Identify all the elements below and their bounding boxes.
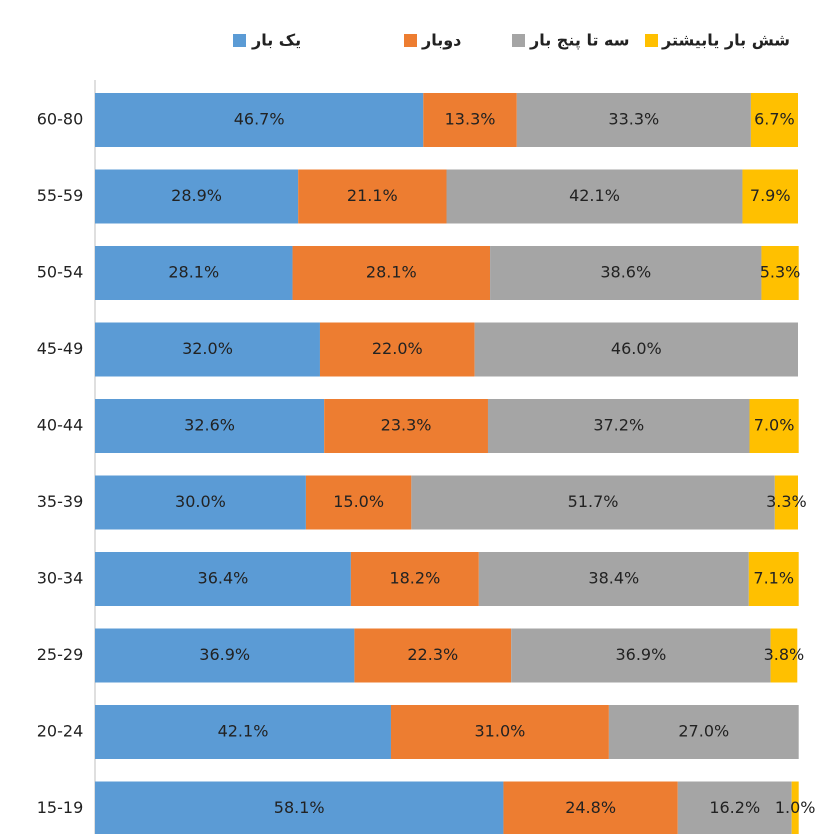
bar-segment	[95, 705, 391, 759]
y-tick-label: 15-19	[37, 798, 84, 817]
legend-swatch	[512, 34, 525, 47]
bar-segment	[95, 399, 325, 453]
data-label: 28.1%	[366, 263, 417, 282]
data-label: 31.0%	[475, 722, 526, 741]
bar-segment	[503, 781, 678, 834]
bar-segment	[95, 552, 351, 606]
y-tick-label: 50-54	[37, 263, 84, 282]
bar-segment	[298, 169, 447, 224]
y-tick-label: 60-80	[37, 110, 84, 129]
bar-segment	[354, 628, 512, 683]
data-label: 6.7%	[754, 110, 795, 129]
bar-segment	[791, 781, 799, 834]
bar-segment	[770, 628, 798, 683]
bar-segment	[490, 246, 762, 300]
bar-segment	[305, 475, 412, 530]
bar-segment	[95, 246, 293, 300]
bar-segment	[95, 169, 299, 224]
data-label: 46.7%	[234, 110, 285, 129]
data-label: 3.8%	[764, 645, 805, 664]
y-tick-label: 25-29	[37, 645, 84, 664]
data-label: 21.1%	[347, 186, 398, 205]
data-label: 51.7%	[568, 492, 619, 511]
data-label: 23.3%	[381, 416, 432, 435]
legend-label: سه تا پنج بار	[529, 31, 629, 51]
data-label: 33.3%	[608, 110, 659, 129]
bar-segment	[608, 705, 799, 759]
data-label: 36.4%	[198, 569, 249, 588]
data-label: 28.9%	[171, 186, 222, 205]
bar-segment	[478, 552, 749, 606]
legend-swatch	[233, 34, 246, 47]
data-label: 5.3%	[760, 263, 801, 282]
data-label: 37.2%	[593, 416, 644, 435]
bar-segment	[95, 93, 424, 147]
data-label: 22.0%	[372, 339, 423, 358]
data-label: 16.2%	[709, 798, 760, 817]
data-label: 13.3%	[445, 110, 496, 129]
data-label: 15.0%	[333, 492, 384, 511]
legend-label: یک بار	[251, 31, 301, 50]
legend-label: شش بار یابیشتر	[661, 31, 790, 50]
legend-swatch	[645, 34, 658, 47]
bar-segment	[319, 322, 475, 377]
data-label: 1.0%	[775, 798, 816, 817]
data-label: 32.0%	[182, 339, 233, 358]
bar-segment	[511, 628, 771, 683]
data-label: 24.8%	[565, 798, 616, 817]
bar-segment	[95, 322, 320, 377]
bar-segment	[350, 552, 479, 606]
bar-segment	[748, 552, 799, 606]
data-label: 28.1%	[168, 263, 219, 282]
bar-segment	[750, 93, 798, 147]
bar-segment	[761, 246, 799, 300]
bar-segment	[474, 322, 798, 377]
bar-segment	[446, 169, 743, 224]
data-label: 42.1%	[569, 186, 620, 205]
bar-segment	[95, 628, 355, 683]
bar-segment	[749, 399, 799, 453]
legend-swatch	[404, 34, 417, 47]
legend-label: دوبار	[421, 31, 461, 50]
bar-segment	[423, 93, 517, 147]
y-tick-label: 30-34	[37, 569, 84, 588]
bar-segment	[677, 781, 792, 834]
data-label: 22.3%	[407, 645, 458, 664]
data-label: 7.0%	[754, 416, 795, 435]
data-label: 36.9%	[615, 645, 666, 664]
bar-segment	[95, 475, 306, 530]
data-label: 30.0%	[175, 492, 226, 511]
data-label: 27.0%	[678, 722, 729, 741]
bar-segment	[774, 475, 798, 530]
data-label: 38.4%	[588, 569, 639, 588]
y-tick-label: 45-49	[37, 339, 84, 358]
data-label: 58.1%	[274, 798, 325, 817]
data-label: 36.9%	[199, 645, 250, 664]
y-tick-label: 40-44	[37, 416, 84, 435]
data-label: 38.6%	[600, 263, 651, 282]
bar-segment	[742, 169, 798, 224]
y-tick-label: 35-39	[37, 492, 84, 511]
data-label: 46.0%	[611, 339, 662, 358]
bar-segment	[390, 705, 609, 759]
bar-segment	[487, 399, 750, 453]
bar-segment	[95, 781, 504, 834]
data-label: 7.1%	[753, 569, 794, 588]
data-label: 18.2%	[389, 569, 440, 588]
data-label: 7.9%	[750, 186, 791, 205]
y-tick-label: 20-24	[37, 722, 84, 741]
bar-segment	[411, 475, 775, 530]
bar-segment	[516, 93, 751, 147]
data-label: 42.1%	[218, 722, 269, 741]
data-label: 3.3%	[766, 492, 807, 511]
bar-segment	[292, 246, 491, 300]
y-tick-label: 55-59	[37, 186, 84, 205]
data-label: 32.6%	[184, 416, 235, 435]
bar-segment	[324, 399, 488, 453]
